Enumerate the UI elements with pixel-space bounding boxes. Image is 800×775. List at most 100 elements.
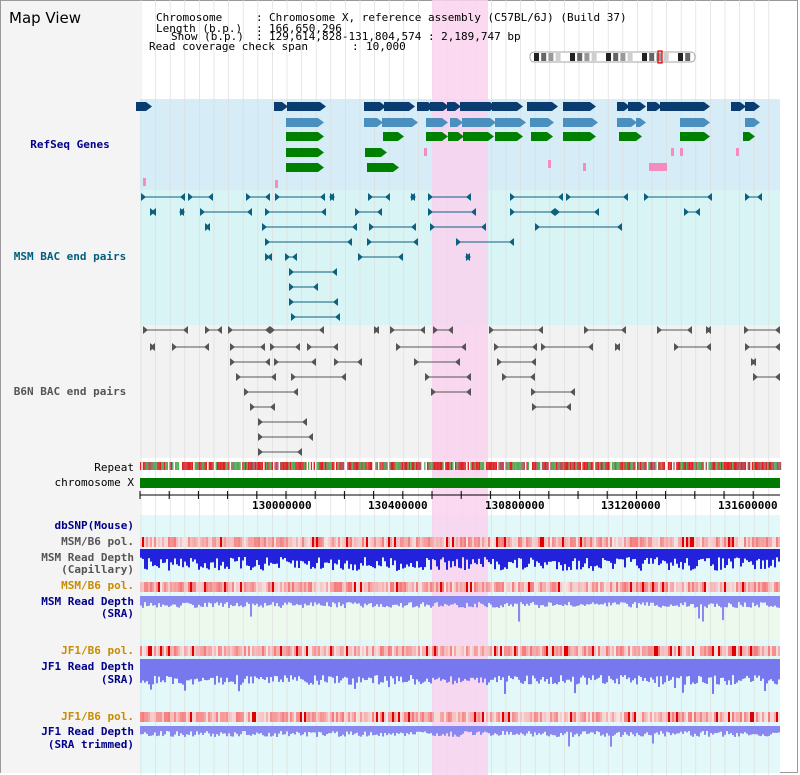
jf1-sra-depth-bar [234,659,236,685]
msm-bac-pair-end [411,223,416,231]
msm-b6-pol-mark [440,537,442,547]
track-label-msm-b6-pol-2[interactable]: MSM/B6 pol. [61,579,134,592]
msm-sra-depth-bar [424,596,426,607]
jf1-b6-pol-mark [524,646,526,656]
msm-capillary-depth-bar [580,549,582,570]
msm-capillary-depth-bar [184,549,186,562]
msm-b6-pol-mark [586,537,588,547]
msm-b6-pol-mark [338,537,340,547]
msm-sra-depth-bar [326,596,328,603]
msm-sra-depth-bar [170,596,172,606]
repeat-mark [187,462,189,470]
track-label-msm-bac[interactable]: MSM BAC end pairs [13,250,127,263]
msm-sra-depth-bar [158,596,160,604]
msm-b6-pol-mark [234,537,236,547]
msm-b6-pol-mark [470,537,472,547]
msm-b6-pol-mark [544,582,546,592]
msm-sra-depth-bar [400,596,402,604]
repeat-mark [743,462,745,470]
jf1-sra-depth-bar [372,659,374,684]
jf1-sra-depth-bar [186,659,188,681]
msm-b6-pol-mark [642,582,644,592]
jf1-b6-pol-mark [382,712,384,722]
jf1-b6-pol-mark [300,646,302,656]
jf1-b6-pol-mark [734,712,736,722]
jf1-b6-pol-mark [542,646,544,656]
msm-b6-pol-mark [316,537,318,547]
msm-b6-pol-mark [726,582,728,592]
msm-capillary-depth-bar [408,549,410,567]
repeat-mark [434,462,436,470]
msm-sra-depth-bar [430,596,432,608]
msm-b6-pol-mark [750,537,752,547]
msm-sra-depth-bar [340,596,342,607]
track-label-refseq-genes[interactable]: RefSeq Genes [30,138,110,151]
msm-b6-pol-mark [722,582,724,592]
msm-sra-depth-bar [290,596,292,604]
msm-sra-depth-bar [602,596,604,605]
repeat-mark [751,462,754,470]
jf1-sra-depth-bar [214,659,216,685]
msm-capillary-depth-bar [390,549,392,559]
msm-capillary-depth-bar [306,549,308,565]
jf1-b6-pol-mark [610,646,612,656]
msm-capillary-depth-bar [216,549,218,559]
track-label-jf1-read-depth-sra[interactable]: JF1 Read Depth [41,660,134,673]
jf1-trimmed-depth-bar [666,726,668,732]
jf1-trimmed-depth-bar [744,726,746,733]
msm-capillary-depth-bar [716,549,718,571]
track-label-b6n-bac[interactable]: B6N BAC end pairs [13,385,127,398]
jf1-b6-pol-mark [748,646,750,656]
jf1-b6-pol-mark [602,646,604,656]
jf1-sra-depth-bar [342,659,344,679]
jf1-trimmed-depth-bar [610,726,612,747]
msm-b6-pol-mark [256,537,258,547]
repeat-mark [684,462,686,470]
repeat-mark [443,462,446,470]
jf1-b6-pol-mark [354,646,356,656]
msm-sra-depth-bar [510,596,512,605]
jf1-trimmed-depth-bar [482,726,484,733]
msm-capillary-depth-bar [702,549,704,559]
msm-b6-pol-mark [294,582,296,592]
jf1-b6-pol-mark [696,712,698,722]
track-label-dbsnp[interactable]: dbSNP(Mouse) [54,519,134,532]
track-label-msm-read-depth-capillary[interactable]: MSM Read Depth [41,551,134,564]
jf1-b6-pol-mark [360,712,362,722]
jf1-b6-pol-mark [192,712,194,722]
jf1-trimmed-depth-bar [694,726,696,734]
jf1-b6-pol-mark [678,646,680,656]
msm-b6-pol-mark [468,582,470,592]
jf1-b6-pol-mark [534,712,536,722]
repeat-mark [418,462,420,470]
jf1-trimmed-depth-bar [266,726,268,737]
jf1-sra-depth-bar [458,659,460,678]
msm-b6-pol-mark [268,582,270,592]
jf1-trimmed-depth-bar [468,726,470,733]
jf1-b6-pol-mark [382,646,384,656]
jf1-b6-pol-mark [312,712,314,722]
msm-sra-depth-bar [274,596,276,607]
jf1-b6-pol-mark [396,712,398,722]
track-label-msm-read-depth-sra[interactable]: MSM Read Depth [41,595,134,608]
jf1-b6-pol-mark [736,646,738,656]
jf1-sra-depth-bar [776,659,778,685]
jf1-b6-pol-mark [584,712,586,722]
refseq-gene-arrow [740,102,746,111]
msm-b6-pol-mark [482,582,484,592]
jf1-b6-pol-mark [484,646,486,656]
jf1-b6-pol-mark [248,712,250,722]
jf1-b6-pol-mark [562,646,564,656]
msm-b6-pol-mark [606,537,608,547]
track-label-msm-b6-pol-1[interactable]: MSM/B6 pol. [61,535,134,548]
jf1-b6-pol-mark [350,712,352,722]
msm-capillary-depth-bar [712,549,714,565]
track-label-jf1-b6-pol-2[interactable]: JF1/B6 pol. [61,710,134,723]
refseq-gene [745,102,754,111]
repeat-mark [393,462,395,470]
repeat-mark [534,462,537,470]
track-label-jf1-read-depth-trimmed[interactable]: JF1 Read Depth [41,725,134,738]
track-label-jf1-b6-pol-1[interactable]: JF1/B6 pol. [61,644,134,657]
jf1-b6-pol-mark [418,646,420,656]
